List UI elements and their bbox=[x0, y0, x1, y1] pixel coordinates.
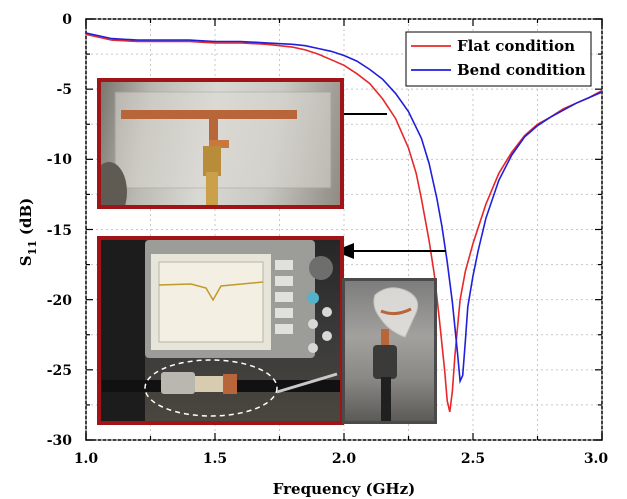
series-line-bend-condition bbox=[85, 32, 603, 385]
y-tick-label: -20 bbox=[47, 293, 73, 309]
y-tick-label: -5 bbox=[56, 82, 72, 98]
axis-ticks bbox=[85, 18, 603, 441]
y-axis-title-sub: 11 bbox=[26, 240, 39, 255]
x-tick-label: 3.0 bbox=[584, 451, 609, 467]
series-line-flat-condition bbox=[85, 33, 603, 413]
legend-label-bend: Bend condition bbox=[457, 61, 586, 79]
flat-antenna-illustration bbox=[91, 91, 332, 222]
flat-antenna-photo bbox=[91, 78, 344, 222]
y-axis-title: S11 (dB) bbox=[17, 198, 39, 267]
y-axis-title-main: S bbox=[17, 255, 35, 266]
network-analyzer-photo bbox=[97, 236, 344, 425]
bent-antenna-photo bbox=[342, 278, 437, 424]
y-tick-label: -15 bbox=[47, 223, 72, 239]
y-tick-label: -25 bbox=[47, 363, 72, 379]
legend: Flat condition Bend condition bbox=[405, 31, 592, 87]
x-tick-labels: 1.0 1.5 2.0 2.5 3.0 bbox=[74, 451, 609, 467]
y-tick-label: -30 bbox=[47, 433, 73, 449]
x-tick-label: 1.5 bbox=[203, 451, 227, 467]
x-tick-label: 2.0 bbox=[332, 451, 357, 467]
x-axis-title: Frequency (GHz) bbox=[273, 480, 415, 498]
x-tick-label: 2.5 bbox=[461, 451, 485, 467]
y-tick-labels: 0 -5 -10 -15 -20 -25 -30 bbox=[47, 12, 73, 449]
legend-label-flat: Flat condition bbox=[457, 37, 575, 55]
network-analyzer-illustration bbox=[101, 240, 340, 421]
y-axis-title-unit: (dB) bbox=[17, 198, 35, 235]
legend-box bbox=[405, 31, 592, 87]
y-tick-label: -10 bbox=[47, 152, 73, 168]
bent-antenna-illustration bbox=[373, 287, 419, 421]
x-tick-label: 1.0 bbox=[74, 451, 99, 467]
y-tick-label: 0 bbox=[62, 12, 72, 28]
